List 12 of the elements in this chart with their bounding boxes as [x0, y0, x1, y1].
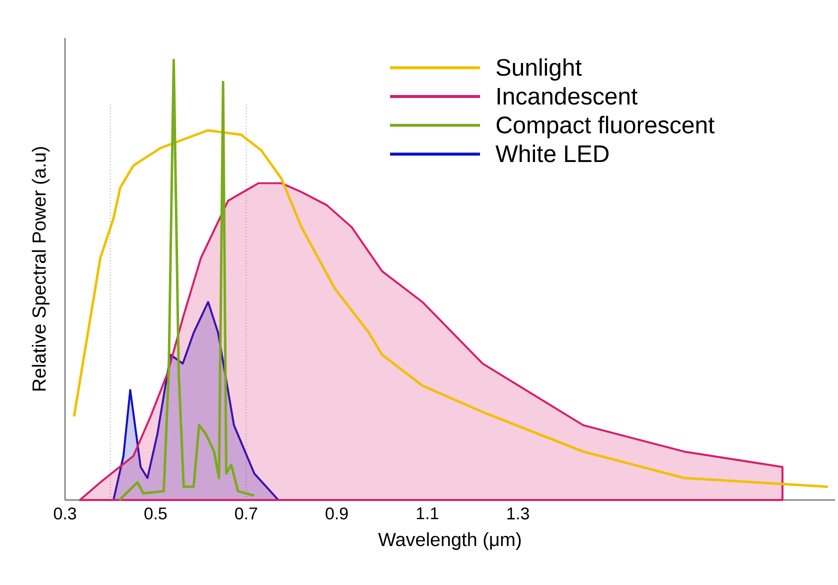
x-tick-label: 0.9	[326, 507, 348, 520]
y-axis-title: Relative Spectral Power (a.u)	[32, 147, 50, 391]
legend-label: Incandescent	[498, 87, 638, 105]
x-tick-label: 0.5	[144, 507, 167, 520]
legend-label: Sunlight	[496, 58, 582, 81]
x-tick-label: 1.3	[507, 507, 529, 520]
legend-label: Compact fluorescent	[496, 116, 715, 138]
x-tick-label: 0.7	[235, 507, 258, 520]
x-tick-label: 1.1	[416, 507, 438, 520]
x-axis-title: Wavelength (μm)	[378, 532, 521, 550]
legend-label: White LED	[496, 144, 609, 162]
x-tick-label: 0.3	[54, 507, 76, 520]
